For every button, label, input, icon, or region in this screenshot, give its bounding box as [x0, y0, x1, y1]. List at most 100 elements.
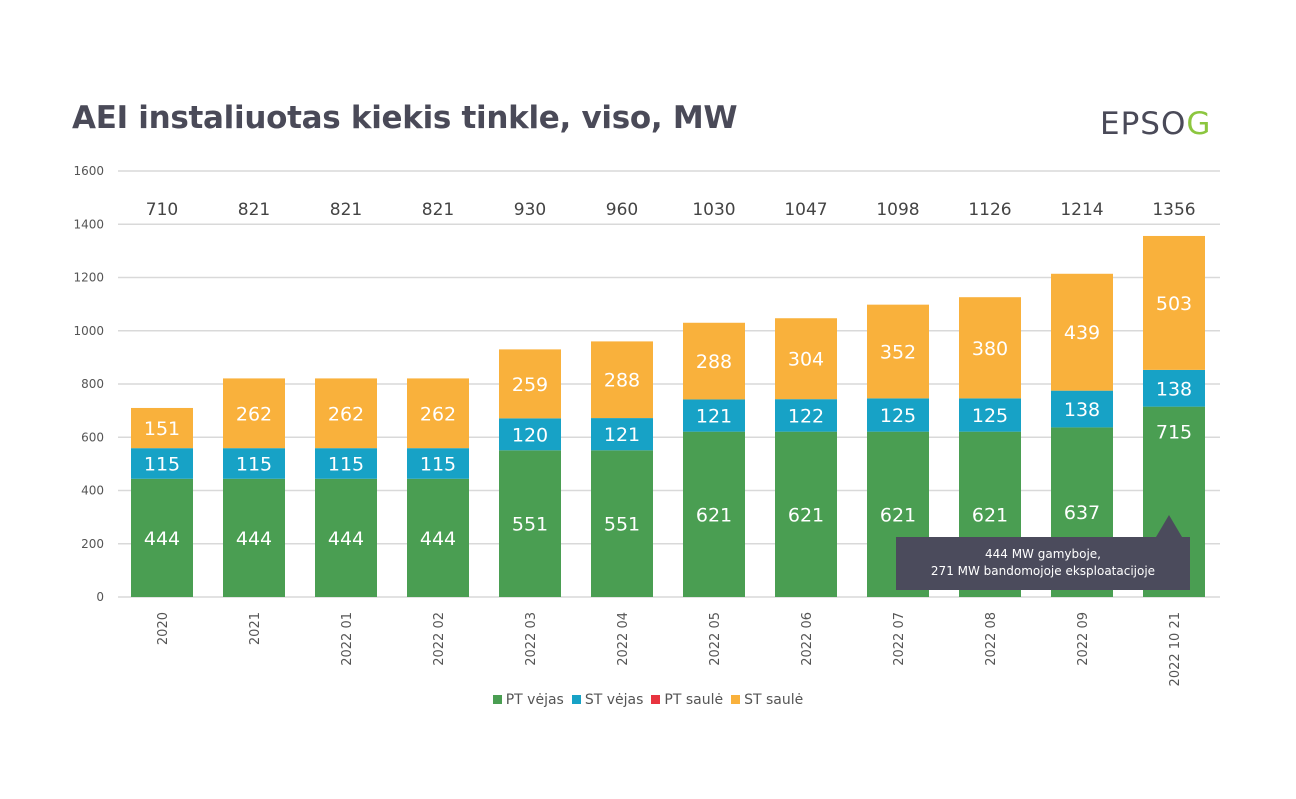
total-label: 1098 [876, 200, 919, 220]
total-label: 1030 [692, 200, 735, 220]
y-tick-label: 0 [96, 590, 104, 604]
bar-segment [131, 478, 193, 597]
data-label: 115 [144, 453, 180, 475]
bar-segment [591, 418, 653, 451]
data-label: 352 [880, 342, 916, 364]
x-tick-label: 2022 09 [1076, 612, 1091, 666]
legend-item: PT saulė [651, 692, 723, 708]
x-tick-label: 2022 04 [616, 612, 631, 666]
data-label: 444 [144, 528, 180, 550]
legend-swatch [731, 695, 741, 704]
legend-item: ST saulė [731, 692, 803, 708]
bar-segment [315, 448, 377, 479]
annotation-callout: 444 MW gamyboje, 271 MW bandomojoje eksp… [896, 515, 1190, 590]
total-label: 960 [606, 200, 638, 220]
bar-segment [499, 349, 561, 419]
legend-label: PT vėjas [505, 692, 564, 708]
bar-segment [591, 341, 653, 419]
data-label: 621 [972, 504, 1008, 526]
y-tick-label: 1600 [73, 164, 104, 178]
bar-segment [407, 448, 469, 479]
bar-segment [1143, 369, 1205, 407]
data-label: 304 [788, 349, 824, 371]
total-label: 710 [146, 200, 178, 220]
x-tick-label: 2022 03 [524, 612, 539, 666]
data-label: 715 [1156, 422, 1192, 444]
data-label: 115 [420, 453, 456, 475]
data-label: 262 [420, 403, 456, 425]
data-label: 288 [604, 370, 640, 392]
x-tick-label: 2022 07 [892, 612, 907, 666]
data-label: 121 [696, 406, 732, 428]
bar-segment [1051, 390, 1113, 428]
bar-segment [223, 378, 285, 449]
bar-segment [867, 398, 929, 432]
bar-segment [959, 398, 1021, 432]
annotation-line-1: 444 MW gamyboje, [984, 547, 1101, 561]
x-tick-label: 2022 02 [432, 612, 447, 666]
total-label: 821 [330, 200, 362, 220]
x-tick-label: 2022 05 [708, 612, 723, 666]
bar-segment [683, 431, 745, 597]
data-label: 551 [604, 514, 640, 536]
data-label: 125 [880, 405, 916, 427]
bar-segment [131, 407, 193, 449]
y-tick-label: 400 [81, 484, 104, 498]
bar-segment [867, 304, 929, 399]
bar-segment [591, 450, 653, 597]
data-label: 380 [972, 338, 1008, 360]
legend-item: ST vėjas [571, 692, 644, 708]
data-label: 262 [236, 403, 272, 425]
bar-segment [223, 448, 285, 479]
bar-segment [1143, 235, 1205, 370]
bar-segment [1051, 273, 1113, 391]
data-label: 444 [328, 528, 364, 550]
legend-item: PT vėjas [492, 692, 564, 708]
y-tick-label: 800 [81, 377, 104, 391]
legend: PT vėjas ST vėjas PT saulė ST saulė [0, 692, 1296, 708]
logo-accent: G [1186, 106, 1212, 142]
bar-segment [499, 418, 561, 451]
legend-swatch [651, 695, 661, 704]
data-label: 122 [788, 405, 824, 427]
total-label: 930 [514, 200, 546, 220]
x-tick-label: 2022 08 [984, 612, 999, 666]
data-label: 621 [788, 504, 824, 526]
data-label: 138 [1064, 399, 1100, 421]
legend-label: PT saulė [664, 692, 724, 708]
bar-segment [131, 448, 193, 479]
bar-segment [407, 378, 469, 449]
total-label: 1126 [968, 200, 1011, 220]
data-label: 551 [512, 514, 548, 536]
data-label: 115 [328, 453, 364, 475]
x-tick-label: 2020 [156, 612, 171, 645]
bar-segment [407, 478, 469, 597]
data-label: 444 [420, 528, 456, 550]
bar-segment [775, 431, 837, 597]
data-label: 288 [696, 351, 732, 373]
data-label: 621 [880, 504, 916, 526]
chart-title: AEI instaliuotas kiekis tinkle, viso, MW [72, 100, 738, 136]
data-label: 121 [604, 424, 640, 446]
y-tick-label: 1000 [73, 324, 104, 338]
x-tick-label: 2022 01 [340, 612, 355, 666]
legend-swatch [571, 695, 581, 704]
data-label: 262 [328, 403, 364, 425]
legend-label: ST vėjas [584, 692, 644, 708]
total-label: 821 [238, 200, 270, 220]
data-label: 503 [1156, 293, 1192, 315]
data-label: 444 [236, 528, 272, 550]
y-tick-label: 200 [81, 537, 104, 551]
bar-segment [499, 450, 561, 597]
y-tick-label: 1400 [73, 217, 104, 231]
legend-swatch [492, 695, 502, 704]
y-tick-label: 1200 [73, 271, 104, 285]
bar-segment [315, 378, 377, 449]
x-tick-label: 2021 [248, 612, 263, 645]
y-tick-label: 600 [81, 430, 104, 444]
data-label: 621 [696, 504, 732, 526]
x-tick-label: 2022 10 21 [1168, 612, 1183, 686]
epsog-logo: EPSOG [1100, 106, 1211, 142]
bar-segment [683, 322, 745, 400]
bar-segment [775, 318, 837, 400]
